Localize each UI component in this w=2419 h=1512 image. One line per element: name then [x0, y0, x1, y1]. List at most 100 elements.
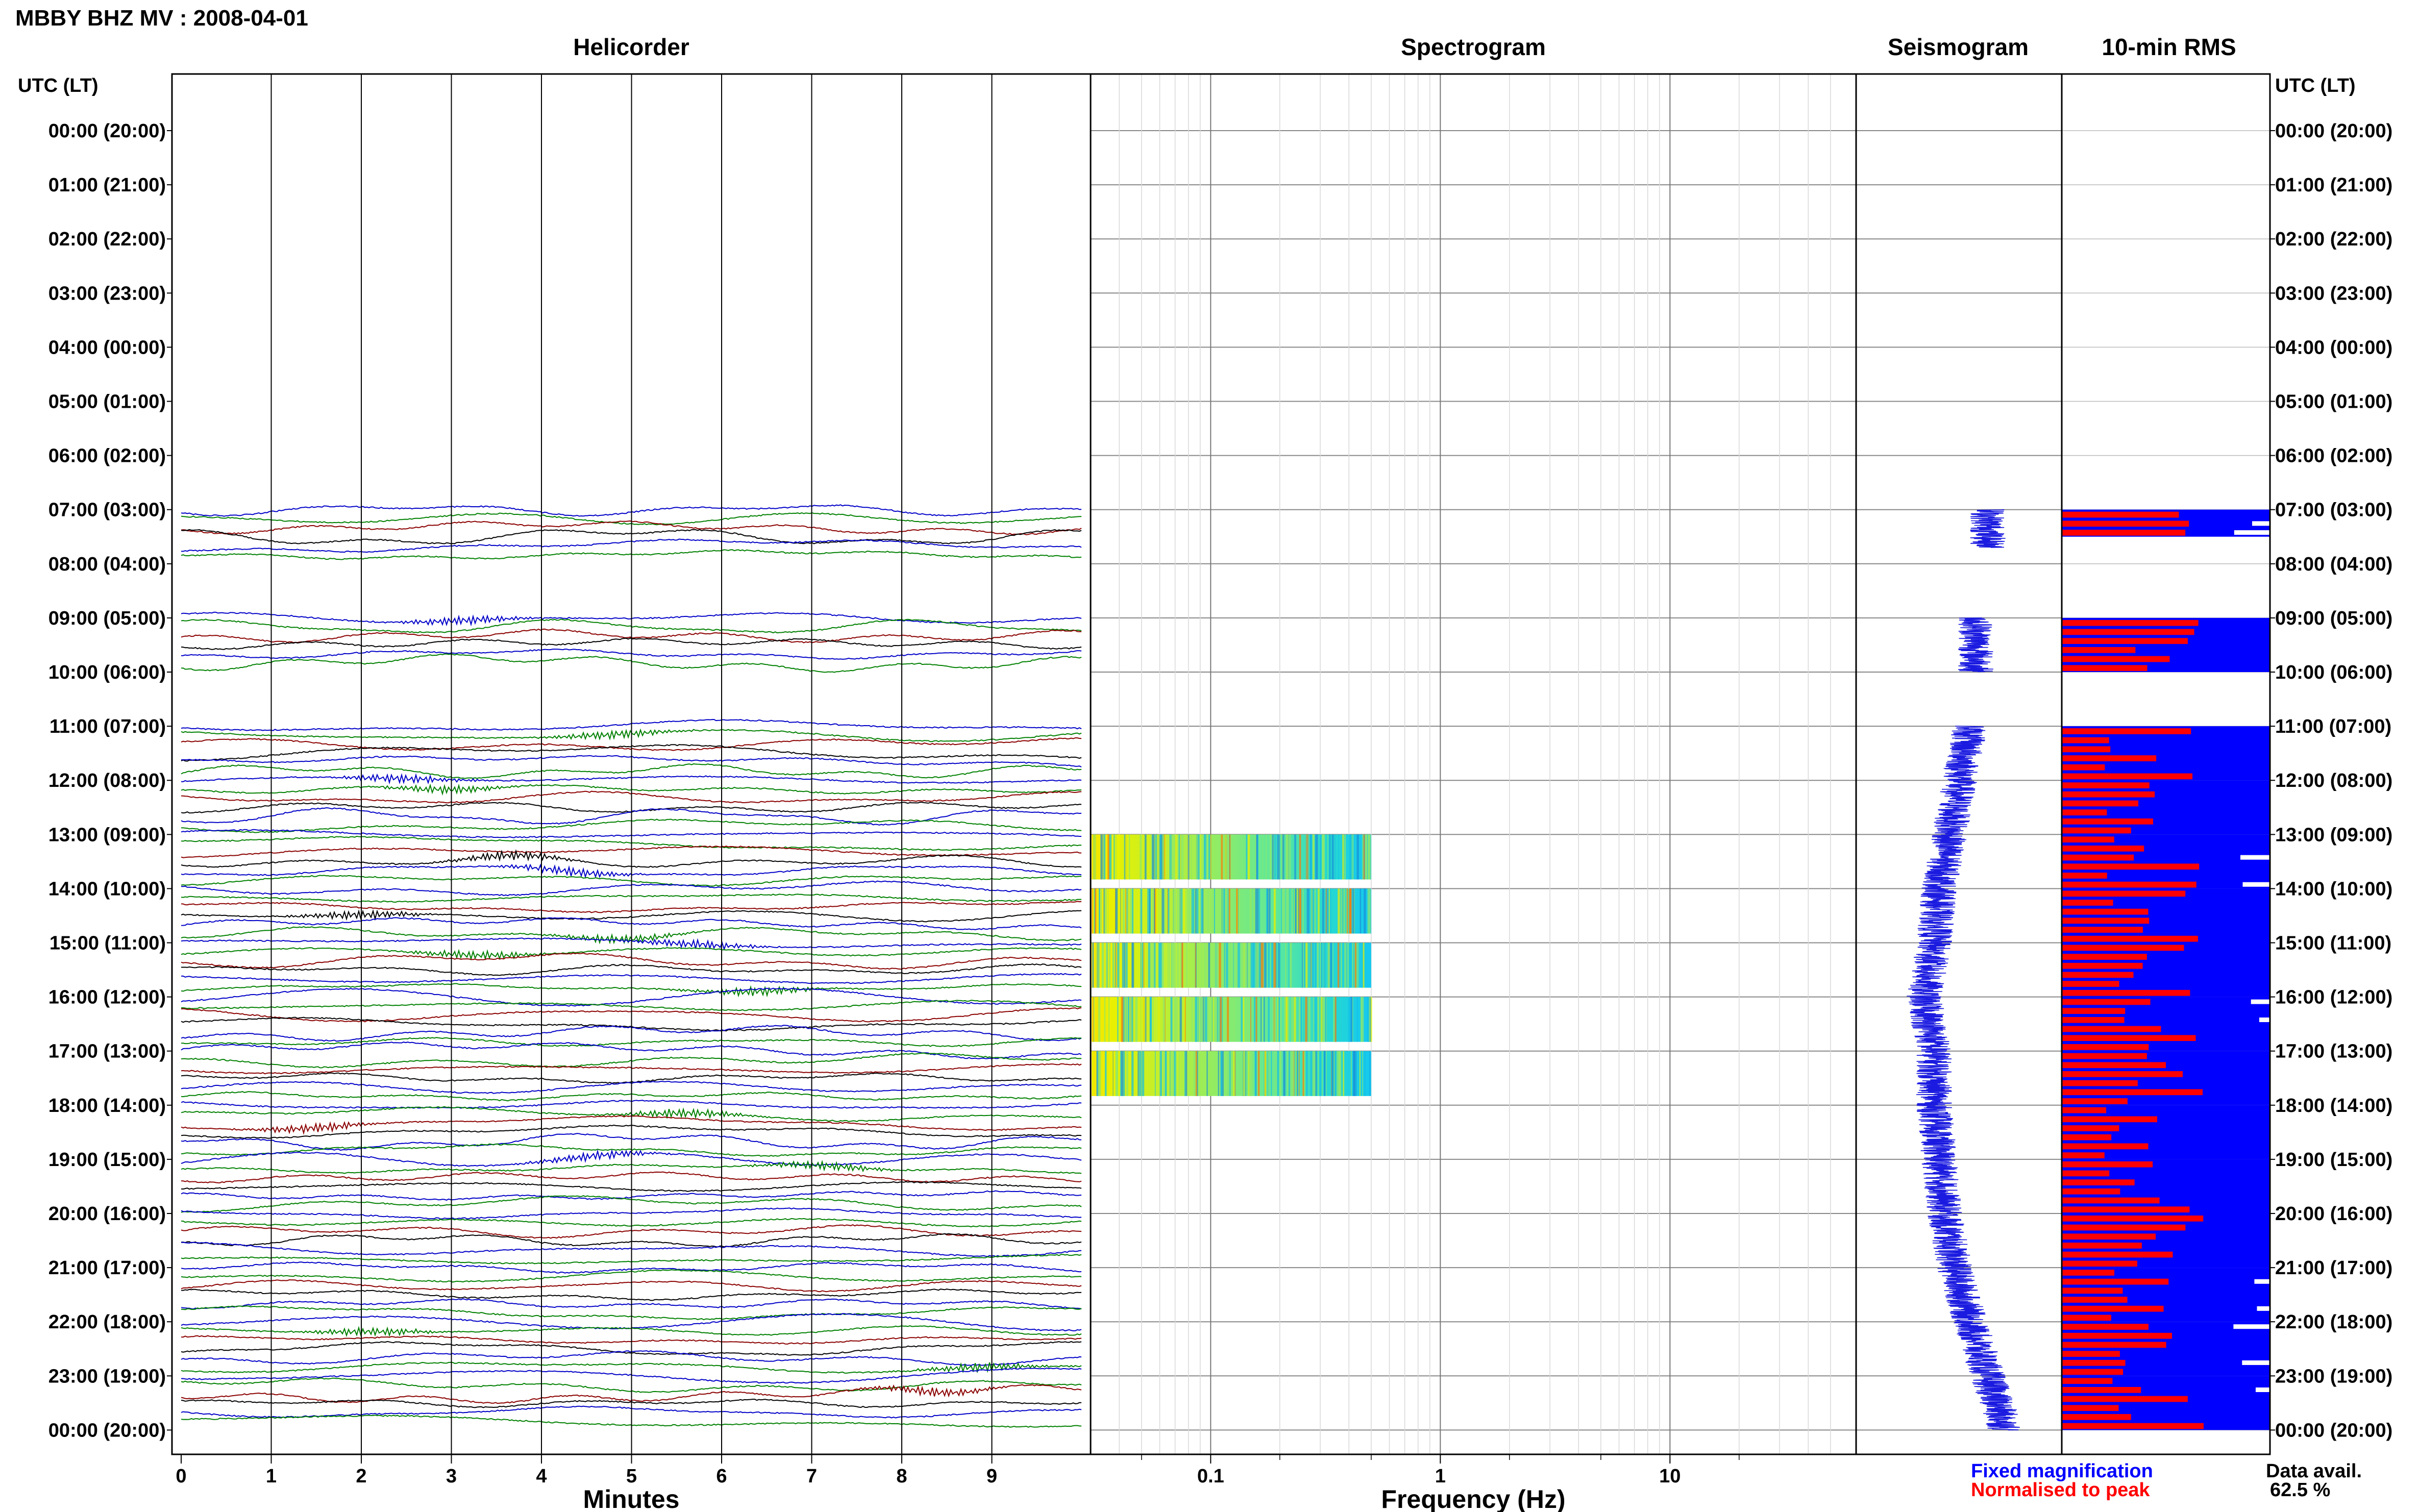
rms-normalised-bar — [2062, 800, 2138, 807]
spectrogram-column — [1228, 888, 1230, 934]
spectrogram-column — [1181, 834, 1184, 880]
spectrogram-column — [1283, 997, 1286, 1042]
hour-label-right: 05:00 (01:00) — [2275, 391, 2392, 413]
rms-normalised-bar — [2062, 863, 2200, 870]
spectrogram-column — [1310, 1051, 1313, 1096]
spectrogram-column — [1291, 888, 1293, 934]
hour-label-left: 15:00 (11:00) — [50, 933, 166, 954]
spectrogram-column — [1117, 997, 1119, 1042]
spectrogram-column — [1344, 834, 1346, 880]
spectrogram-column — [1216, 997, 1219, 1042]
spectrogram-column — [1303, 943, 1306, 988]
rms-normalised-bar — [2062, 647, 2136, 653]
spectrogram-column — [1179, 888, 1180, 934]
spectrogram-column — [1225, 1051, 1227, 1096]
spectrogram-column — [1261, 943, 1264, 988]
rms-normalised-bar — [2062, 1206, 2190, 1212]
rms-fixed-bar — [2062, 726, 2270, 781]
spectrogram-column — [1098, 997, 1101, 1042]
spectrogram-column — [1352, 834, 1354, 880]
spectrogram-column — [1130, 997, 1133, 1042]
rms-normalised-bar — [2062, 1161, 2153, 1168]
rms-gap — [2257, 1306, 2298, 1311]
hour-label-right: 17:00 (13:00) — [2275, 1041, 2392, 1062]
spectrogram-column — [1273, 943, 1276, 988]
spectrogram-column — [1179, 997, 1182, 1042]
spectrogram-column — [1307, 834, 1309, 880]
spectrogram-column — [1302, 888, 1304, 934]
rms-normalised-bar — [2062, 1414, 2131, 1420]
spectrogram-column — [1338, 888, 1340, 934]
rms-normalised-bar — [2062, 836, 2114, 842]
spectrogram-column — [1195, 997, 1197, 1042]
spectrogram-column — [1099, 888, 1100, 934]
rms-normalised-bar — [2062, 1342, 2166, 1348]
spectrogram-column — [1296, 888, 1298, 934]
spectrogram-column — [1285, 943, 1287, 988]
spectrogram-column — [1236, 888, 1238, 934]
spectrogram-column — [1350, 1051, 1352, 1096]
rms-gap — [2255, 1387, 2297, 1392]
rms-normalised-bar — [2062, 746, 2111, 753]
rms-gap — [2259, 1017, 2300, 1022]
spectrogram-column — [1292, 1051, 1294, 1096]
rms-fixed-bar — [2062, 780, 2270, 835]
rms-normalised-bar — [2062, 1179, 2135, 1185]
rms-gap — [2240, 855, 2282, 860]
spectrogram-column — [1197, 888, 1199, 934]
spectrogram-column — [1151, 834, 1153, 880]
spectrogram-column — [1327, 834, 1328, 880]
frequency-axis-label: Frequency (Hz) — [1381, 1485, 1565, 1512]
hour-label-left: 02:00 (22:00) — [48, 229, 166, 250]
spectrogram-column — [1138, 888, 1139, 934]
spectrogram-column — [1224, 943, 1225, 988]
rms-normalised-bar — [2062, 737, 2109, 743]
spectrogram-column — [1233, 1051, 1235, 1096]
spectrogram-column — [1225, 834, 1227, 880]
spectrogram-column — [1120, 888, 1121, 934]
spectrogram-column — [1268, 997, 1270, 1042]
spectrogram-column — [1324, 1051, 1325, 1096]
spectrogram-column — [1227, 834, 1230, 880]
spectrogram-column — [1356, 997, 1359, 1042]
minute-tick-label: 2 — [356, 1466, 366, 1487]
helicorder-title: Helicorder — [573, 34, 689, 60]
spectrogram-column — [1103, 1051, 1104, 1096]
spectrogram-column — [1312, 834, 1315, 880]
hour-label-right: 00:00 (20:00) — [2275, 120, 2392, 142]
spectrogram-column — [1116, 943, 1117, 988]
spectrogram-column — [1140, 834, 1142, 880]
rms-fixed-bar — [2062, 834, 2270, 889]
spectrogram-column — [1333, 997, 1335, 1042]
data-avail-label: Data avail. — [2266, 1460, 2362, 1482]
spectrogram-column — [1344, 943, 1347, 988]
spectrogram-column — [1178, 834, 1180, 880]
spectrogram-column — [1261, 997, 1262, 1042]
spectrogram-column — [1314, 1051, 1316, 1096]
spectrogram-column — [1252, 1051, 1253, 1096]
spectrogram-column — [1349, 834, 1351, 880]
spectrogram-column — [1183, 997, 1186, 1042]
spectrogram-column — [1268, 943, 1270, 988]
spectrogram-column — [1158, 943, 1161, 988]
spectrogram-column — [1100, 834, 1103, 880]
spectrogram-column — [1227, 1051, 1229, 1096]
spectrogram-column — [1343, 888, 1346, 934]
spectrogram-column — [1352, 888, 1354, 934]
spectrogram-column — [1276, 1051, 1278, 1096]
spectrogram-column — [1243, 943, 1245, 988]
spectrogram-column — [1267, 888, 1269, 934]
spectrogram-column — [1320, 834, 1322, 880]
rms-normalised-bar — [2062, 1080, 2138, 1086]
spectrogram-column — [1217, 943, 1219, 988]
spectrogram-column — [1117, 1051, 1119, 1096]
spectrogram-column — [1108, 997, 1110, 1042]
spectrogram-column — [1149, 997, 1152, 1042]
rms-fixed-bar — [2062, 1376, 2270, 1430]
spectrogram-column — [1305, 997, 1307, 1042]
spectrogram-column — [1354, 943, 1356, 988]
rms-normalised-bar — [2062, 1278, 2169, 1285]
spectrogram-column — [1130, 997, 1132, 1042]
spectrogram-column — [1138, 1051, 1139, 1096]
hour-label-left: 07:00 (03:00) — [48, 500, 166, 521]
